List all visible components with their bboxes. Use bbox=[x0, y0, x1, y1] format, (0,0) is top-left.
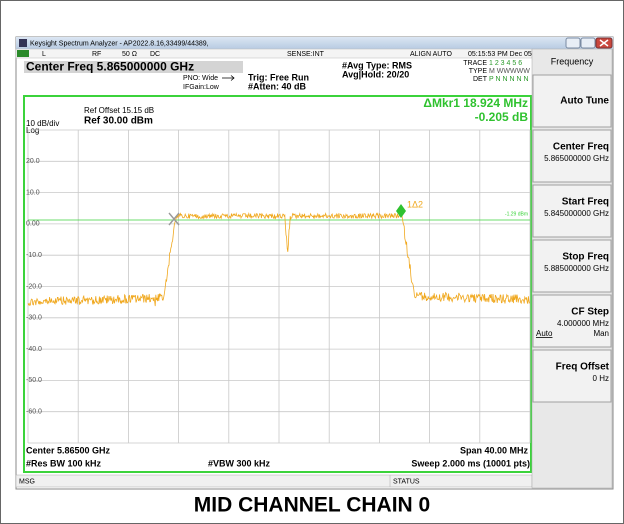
maximize-button[interactable] bbox=[580, 37, 596, 49]
softkey-label: Start Freq bbox=[562, 197, 609, 208]
softkey-value: 5.865000000 GHz bbox=[544, 154, 609, 163]
y-label: 20.0 bbox=[26, 158, 40, 165]
message: MSG bbox=[19, 478, 35, 485]
softkey-value: 5.845000000 GHz bbox=[544, 209, 609, 218]
marker-delta: ΔMkr1 18.924 MHz bbox=[423, 96, 528, 110]
close-icon bbox=[599, 39, 609, 47]
softkey-label: Stop Freq bbox=[562, 252, 609, 263]
minimize-button[interactable] bbox=[565, 37, 581, 49]
status: STATUS bbox=[393, 478, 420, 485]
trig-arrow bbox=[222, 75, 235, 81]
y-label: 10.0 bbox=[26, 189, 40, 196]
y-label: -20.0 bbox=[26, 283, 42, 290]
display-line-label: -1.29 dBm bbox=[505, 211, 528, 217]
softkey-label: CF Step bbox=[571, 307, 609, 318]
y-label: -30.0 bbox=[26, 315, 42, 322]
softkey-value: 0 Hz bbox=[593, 374, 609, 383]
marker-1 bbox=[396, 204, 406, 218]
trace-values: 1 2 3 4 5 6 bbox=[489, 60, 522, 67]
center-freq-box[interactable] bbox=[24, 61, 243, 73]
y-label: -60.0 bbox=[26, 409, 42, 416]
footer-center: Center 5.86500 GHz bbox=[26, 445, 111, 455]
softkey-value: 4.000000 MHz bbox=[557, 319, 609, 328]
trig: Trig: Free Run bbox=[248, 72, 309, 82]
window-title: Keysight Spectrum Analyzer - AP2022.8.16… bbox=[30, 40, 209, 47]
avg-hold: Avg|Hold: 20/20 bbox=[342, 69, 409, 79]
y-label: -40.0 bbox=[26, 346, 42, 353]
softkey[interactable] bbox=[532, 129, 612, 183]
softkey[interactable] bbox=[532, 74, 612, 128]
caption: MID CHANNEL CHAIN 0 bbox=[194, 494, 430, 517]
footer-vbw: #VBW 300 kHz bbox=[208, 458, 271, 468]
marker-label: 1Δ2 bbox=[407, 199, 423, 209]
scale: 10 dB/div bbox=[26, 119, 59, 128]
trace bbox=[27, 212, 530, 307]
softkey-label: Auto Tune bbox=[560, 96, 609, 107]
softkey[interactable] bbox=[532, 184, 612, 238]
y-label: -10.0 bbox=[26, 252, 42, 259]
trace-label: TRACE bbox=[463, 60, 487, 67]
y-label: -50.0 bbox=[26, 377, 42, 384]
status-impedance: 50 Ω bbox=[122, 51, 137, 58]
type-label: TYPE bbox=[469, 68, 488, 75]
status-rf: RF bbox=[92, 51, 101, 58]
ref-level: Ref 30.00 dBm bbox=[84, 116, 153, 127]
avg-type: #Avg Type: RMS bbox=[342, 60, 412, 70]
ref-offset: Ref Offset 15.15 dB bbox=[84, 106, 154, 115]
footer-span: Span 40.00 MHz bbox=[460, 445, 529, 455]
status-align: ALIGN AUTO bbox=[410, 51, 452, 58]
softkey-menu: Frequency bbox=[551, 56, 594, 66]
det-label: DET bbox=[473, 76, 488, 83]
pno: PNO: Wide bbox=[183, 75, 218, 82]
status-input: L bbox=[42, 51, 46, 58]
status-coupling: DC bbox=[150, 51, 160, 58]
footer-res-bw: #Res BW 100 kHz bbox=[26, 458, 102, 468]
status-indicator bbox=[17, 50, 29, 57]
softkey-option: Man bbox=[593, 329, 609, 338]
footer-sweep: Sweep 2.000 ms (10001 pts) bbox=[411, 458, 530, 468]
status-timestamp: 05:15:53 PM Dec 05, 2023 bbox=[468, 51, 551, 58]
log: Log bbox=[26, 126, 39, 135]
display-frame bbox=[23, 95, 532, 473]
softkey-label: Freq Offset bbox=[556, 362, 610, 373]
y-label: 0.00 bbox=[26, 221, 40, 228]
det-values: P N N N N N bbox=[489, 76, 529, 83]
softkey[interactable] bbox=[532, 349, 612, 403]
app-icon bbox=[19, 39, 27, 47]
marker-2 bbox=[168, 212, 180, 226]
message-bar bbox=[15, 474, 533, 488]
softkey[interactable] bbox=[532, 239, 612, 293]
ifgain: IFGain:Low bbox=[183, 84, 220, 91]
type-values: M WWWWW bbox=[489, 68, 530, 75]
status-sense: SENSE:INT bbox=[287, 51, 325, 58]
softkey-label: Center Freq bbox=[553, 142, 609, 153]
marker-value: -0.205 dB bbox=[475, 110, 529, 124]
atten: #Atten: 40 dB bbox=[248, 81, 307, 91]
softkey-option: Auto bbox=[536, 329, 553, 338]
title-bar bbox=[16, 37, 613, 49]
softkey[interactable] bbox=[532, 294, 612, 348]
softkey-value: 5.885000000 GHz bbox=[544, 264, 609, 273]
center-freq: Center Freq 5.865000000 GHz bbox=[26, 60, 194, 74]
